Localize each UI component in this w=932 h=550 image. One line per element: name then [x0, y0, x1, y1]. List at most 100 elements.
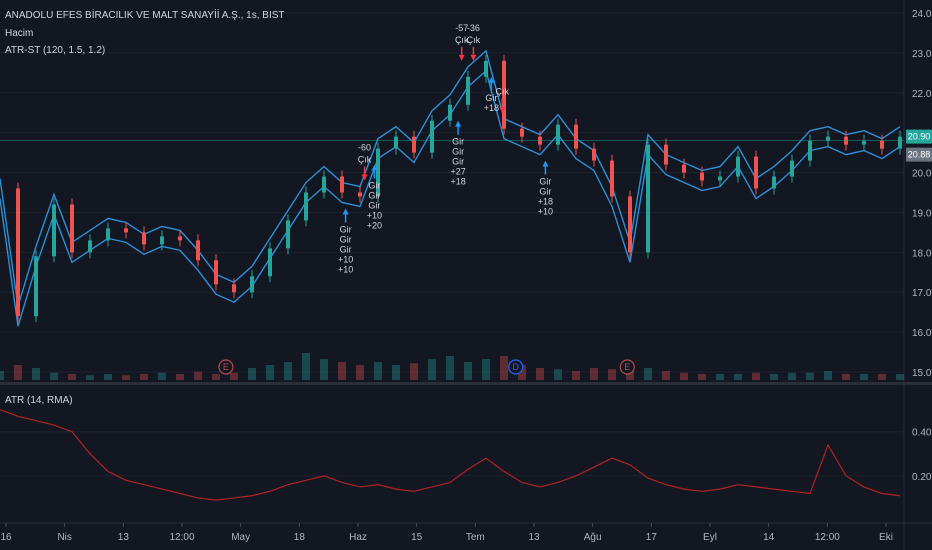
candle-body: [646, 144, 650, 253]
candle-body: [124, 228, 128, 233]
candle-body: [664, 144, 668, 165]
time-tick-label: 15: [411, 532, 423, 543]
price-tick-label: 16.00: [912, 328, 932, 339]
candle-body: [142, 232, 146, 245]
candle-body: [106, 228, 110, 241]
volume-bar: [680, 372, 688, 380]
price-tick-label: 18.00: [912, 248, 932, 259]
price-tick-label: 15.00: [912, 368, 932, 379]
symbol-title[interactable]: ANADOLU EFES BİRACILIK VE MALT SANAYİİ A…: [5, 10, 285, 21]
exit-signal-label: Çık: [455, 35, 469, 45]
time-tick-label: 18: [294, 532, 306, 543]
candle-body: [178, 236, 182, 241]
volume-bar: [464, 362, 472, 380]
enter-signal-label: Gir: [340, 224, 352, 234]
volume-bar: [104, 374, 112, 380]
event-marker-dividend: [508, 359, 524, 375]
volume-bar: [698, 374, 706, 380]
time-tick-label: May: [231, 532, 250, 543]
enter-signal-label: +10: [367, 211, 382, 221]
volume-bar: [356, 365, 364, 380]
candle-body: [700, 172, 704, 181]
volume-bar: [572, 371, 580, 380]
volume-bar: [194, 371, 202, 380]
candle-body: [862, 140, 866, 145]
volume-bar: [482, 359, 490, 380]
volume-bar: [320, 359, 328, 380]
price-tick-label: 23.00: [912, 49, 932, 60]
time-tick-label: 13: [528, 532, 540, 543]
exit-signal-arrow: [470, 54, 477, 61]
price-tick-label: 22.00: [912, 89, 932, 100]
enter-signal-label: +18: [484, 103, 499, 113]
candle-body: [592, 148, 596, 161]
volume-bar: [554, 369, 562, 380]
candle-body: [718, 176, 722, 181]
volume-bar: [50, 372, 58, 380]
exit-signal-arrow: [458, 54, 465, 61]
volume-bar: [410, 363, 418, 380]
candle-body: [574, 124, 578, 149]
candle-body: [772, 176, 776, 189]
volume-bar: [824, 371, 832, 380]
time-tick-label: Eki: [879, 532, 893, 543]
event-marker-label: D: [512, 362, 519, 372]
enter-signal-label: Gir: [452, 147, 464, 157]
volume-legend[interactable]: Hacim: [5, 28, 34, 39]
candle-body: [34, 256, 38, 317]
price-tick-label: 17.00: [912, 288, 932, 299]
atr-line: [0, 409, 901, 501]
candle-body: [736, 156, 740, 177]
volume-bar: [734, 374, 742, 380]
enter-signal-label: +20: [367, 221, 382, 231]
time-tick-label: Haz: [349, 532, 367, 543]
enter-signal-label: +10: [338, 264, 353, 274]
volume-bar: [284, 362, 292, 380]
volume-bar: [374, 362, 382, 380]
volume-bar: [338, 362, 346, 380]
candle-body: [70, 204, 74, 253]
volume-bar: [302, 353, 310, 380]
enter-signal-label: +18: [450, 177, 465, 187]
time-tick-label: Tem: [466, 532, 485, 543]
event-marker-earnings: [619, 359, 635, 375]
price-badge-lower: [906, 147, 932, 162]
candle-body: [268, 248, 272, 277]
time-tick-label: 16: [0, 532, 12, 543]
exit-signal-label: Çık: [495, 87, 509, 97]
candle-body: [304, 192, 308, 221]
candle-body: [250, 276, 254, 293]
enter-signal-label: Gir: [539, 177, 551, 187]
volume-bar: [230, 372, 238, 380]
volume-bar: [32, 368, 40, 380]
candle-body: [556, 124, 560, 145]
enter-signal-label: Gir: [539, 187, 551, 197]
enter-signal-label: +18: [538, 197, 553, 207]
volume-bar: [158, 372, 166, 380]
time-tick-label: 12:00: [169, 532, 194, 543]
volume-bar: [122, 375, 130, 380]
volume-bar: [896, 374, 904, 380]
candle-body: [826, 136, 830, 141]
volume-bar: [68, 374, 76, 380]
event-marker-label: E: [223, 362, 229, 372]
volume-bar: [770, 374, 778, 380]
enter-signal-label: Gir: [368, 181, 380, 191]
enter-signal-label: +27: [450, 167, 465, 177]
atr-legend[interactable]: ATR (14, RMA): [5, 395, 73, 406]
volume-bar: [392, 365, 400, 380]
candle-body: [412, 136, 416, 153]
atrst-legend[interactable]: ATR-ST (120, 1.5, 1.2): [5, 45, 106, 56]
volume-bar: [716, 374, 724, 380]
candle-body: [52, 204, 56, 257]
candle-body: [196, 240, 200, 261]
volume-bar: [248, 368, 256, 380]
enter-signal-label: Gir: [485, 93, 497, 103]
candle-body: [628, 196, 632, 253]
enter-signal-arrow: [455, 120, 462, 127]
pane-separator: [0, 382, 932, 385]
candle-body: [286, 220, 290, 249]
volume-bar: [878, 374, 886, 380]
candle-body: [502, 60, 506, 129]
enter-signal-label: Gir: [368, 201, 380, 211]
